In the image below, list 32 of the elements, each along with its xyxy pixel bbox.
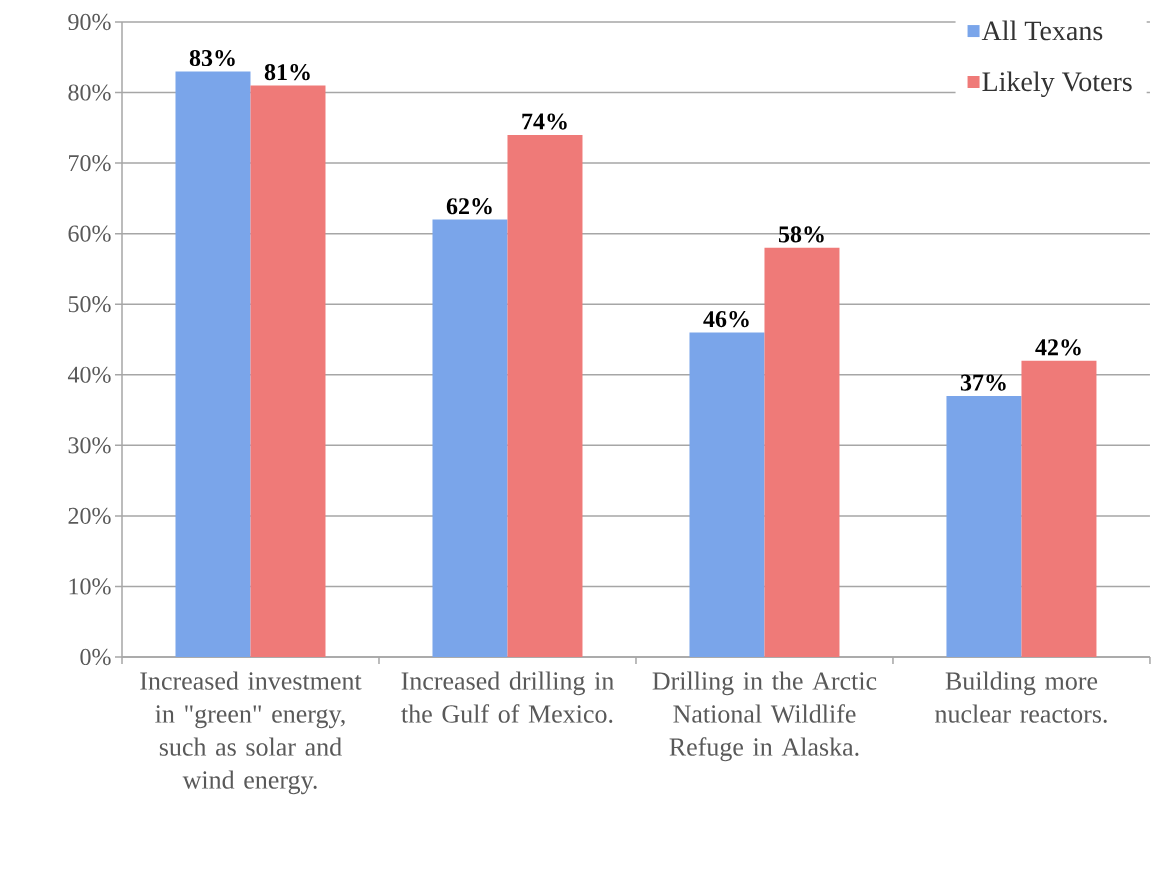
y-tick-label: 80% [68, 84, 111, 101]
bar [689, 332, 765, 657]
bar [764, 247, 840, 657]
bar [250, 85, 326, 657]
data-label: 37% [960, 374, 1006, 391]
data-label: 62% [446, 198, 492, 215]
x-tick-label: Drilling in the Arctic National Wildlife Refuge in Alaska. [652, 671, 877, 762]
bar [1021, 360, 1097, 657]
y-tick-label: 60% [68, 225, 111, 242]
legend-label: All Texans [981, 20, 1103, 41]
legend-label: Likely Voters [982, 71, 1132, 97]
y-tick-label: 10% [69, 578, 111, 595]
bar [175, 71, 251, 657]
x-tick-label: Increased investment in "green" energy, such as solar and wind energy. [140, 671, 362, 795]
y-tick-label: 50% [68, 296, 111, 313]
x-tick-label: Increased drilling in the Gulf of Mexico. [401, 671, 614, 723]
y-tick-label: 20% [68, 507, 111, 525]
bar [946, 395, 1022, 657]
data-label: 42% [1035, 339, 1081, 356]
data-label: 83% [189, 49, 235, 67]
y-tick-label: 30% [68, 437, 111, 454]
bar [507, 134, 583, 657]
y-tick-label: 90% [68, 13, 111, 31]
data-label: 81% [264, 64, 310, 81]
data-label: 58% [778, 226, 824, 243]
data-label: 46% [703, 310, 749, 328]
x-tick-label: Building more nuclear reactors. [935, 671, 1107, 723]
y-tick-label: 70% [69, 154, 111, 172]
bar [432, 219, 508, 657]
data-label: 74% [522, 113, 567, 130]
y-tick-label: 40% [67, 366, 111, 383]
y-tick-label: 0% [80, 648, 111, 666]
